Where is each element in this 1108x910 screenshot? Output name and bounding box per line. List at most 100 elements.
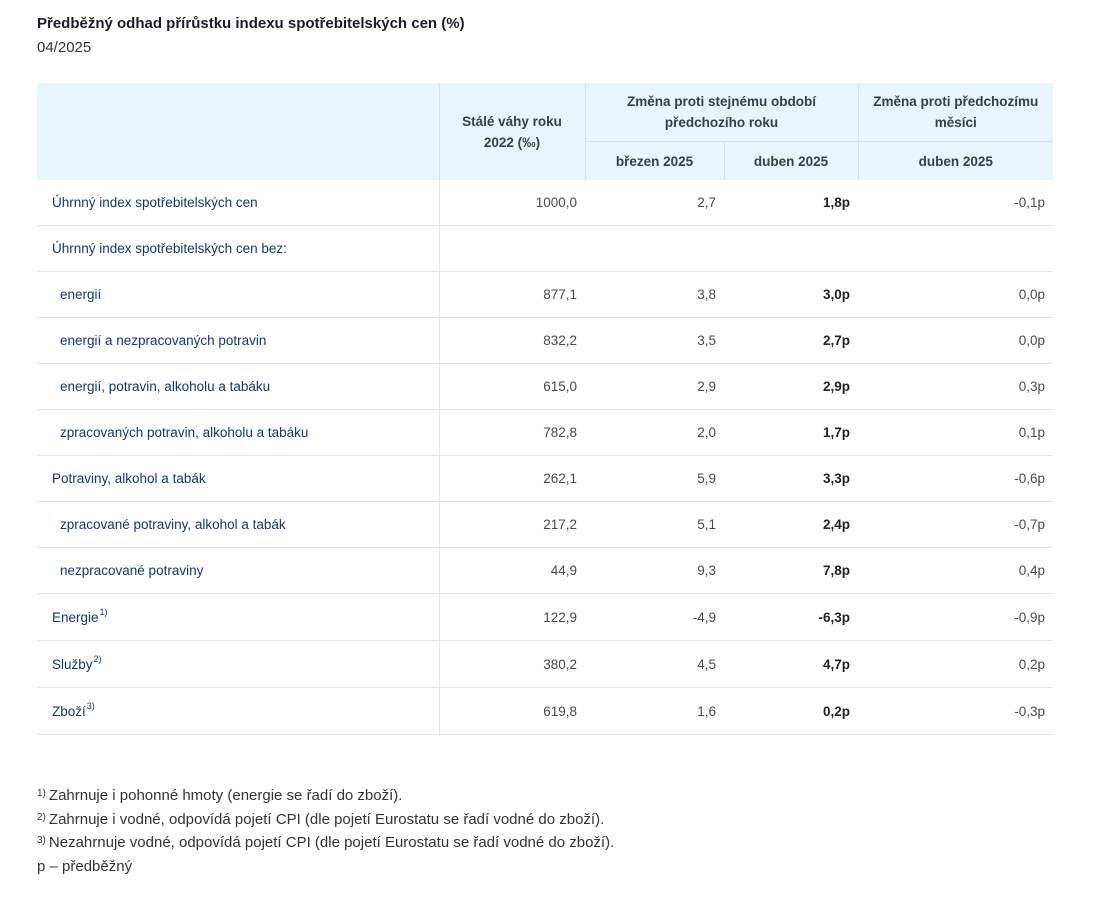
march-cell: 3,8 [585, 271, 724, 318]
row-label-text: zpracované potraviny, alkohol a tabák [60, 517, 286, 532]
page-subtitle: 04/2025 [37, 39, 92, 56]
row-label: energií a nezpracovaných potravin [37, 317, 439, 364]
row-label-text: Úhrnný index spotřebitelských cen bez: [52, 241, 287, 256]
page-title: Předběžný odhad přírůstku indexu spotřeb… [37, 15, 465, 32]
header-march: březen 2025 [584, 141, 724, 180]
row-label: zpracovaných potravin, alkoholu a tabáku [37, 409, 439, 456]
footnote-marker: 2) [93, 653, 102, 664]
march-cell: -4,9 [585, 593, 724, 641]
april-cell: -6,3p [724, 593, 859, 641]
table-row: energií 877,1 3,8 3,0p 0,0p [37, 271, 1054, 318]
mom-cell: 0,1p [858, 409, 1054, 456]
footnote: 2) Zahrnuje i vodné, odpovídá pojetí CPI … [37, 808, 614, 832]
mom-cell: -0,3p [858, 687, 1054, 735]
mom-cell: -0,6p [858, 455, 1054, 502]
weight-cell: 619,8 [438, 687, 585, 735]
april-cell: 2,7p [724, 317, 859, 364]
row-label-text: Energie [52, 609, 99, 625]
cpi-table: Stálé váhy roku 2022 (‰) Změna proti ste… [37, 83, 1054, 735]
weight-cell: 615,0 [438, 363, 585, 410]
march-cell: 4,5 [585, 640, 724, 688]
table-row: energií a nezpracovaných potravin 832,2 3,… [37, 317, 1054, 364]
header-weights: Stálé váhy roku 2022 (‰) [438, 83, 585, 180]
march-cell [585, 225, 724, 272]
weight-cell: 782,8 [438, 409, 585, 456]
weight-cell: 877,1 [438, 271, 585, 318]
header-mom-group: Změna proti předchozímu měsíci [857, 83, 1054, 142]
table-row: Úhrnný index spotřebitelských cen 1000,0 2… [37, 180, 1054, 226]
table-row: energií, potravin, alkoholu a tabáku 615,… [37, 363, 1054, 410]
row-label-text: energií [60, 287, 102, 302]
row-label-text: nezpracované potraviny [60, 563, 204, 578]
march-cell: 3,5 [585, 317, 724, 364]
footnotes: 1) Zahrnuje i pohonné hmoty (energie se ř… [37, 784, 614, 878]
april-cell: 2,4p [724, 501, 859, 548]
table-row: Služby2) 380,2 4,5 4,7p 0,2p [37, 640, 1054, 688]
march-cell: 9,3 [585, 547, 724, 594]
weight-cell: 44,9 [438, 547, 585, 594]
row-label: Potraviny, alkohol a tabák [37, 455, 439, 502]
row-label-text: energií, potravin, alkoholu a tabáku [60, 379, 271, 394]
april-cell: 2,9p [724, 363, 859, 410]
row-label: energií [37, 271, 439, 318]
footnote-mark: 1) [37, 788, 46, 799]
mom-cell: 0,0p [858, 271, 1054, 318]
row-label: energií, potravin, alkoholu a tabáku [37, 363, 439, 410]
april-cell: 3,3p [724, 455, 859, 502]
table-row: nezpracované potraviny 44,9 9,3 7,8p 0,4p [37, 547, 1054, 594]
mom-cell: -0,9p [858, 593, 1054, 641]
april-cell [724, 225, 859, 272]
footnote-mark: 2) [37, 811, 46, 823]
row-label-text: Zboží [52, 703, 86, 719]
table-row: Potraviny, alkohol a tabák 262,1 5,9 3,3p -0… [37, 455, 1054, 502]
row-label: Energie1) [37, 593, 439, 641]
april-cell: 1,7p [724, 409, 859, 456]
footnote-text: Zahrnuje i vodné, odpovídá pojetí CPI (d… [48, 810, 605, 828]
table-row: Energie1) 122,9 -4,9 -6,3p -0,9p [37, 593, 1054, 641]
april-cell: 4,7p [724, 640, 859, 688]
footnote: 3) Nezahrnuje vodné, odpovídá pojetí CPI … [37, 831, 614, 855]
mom-cell: -0,7p [858, 501, 1054, 548]
row-label: Úhrnný index spotřebitelských cen [37, 180, 439, 226]
row-label-text: Potraviny, alkohol a tabák [52, 471, 206, 486]
april-cell: 7,8p [724, 547, 859, 594]
march-cell: 2,0 [585, 409, 724, 456]
row-label: Úhrnný index spotřebitelských cen bez: [37, 225, 439, 272]
row-label: zpracované potraviny, alkohol a tabák [37, 501, 439, 548]
row-label-text: Úhrnný index spotřebitelských cen [52, 195, 258, 210]
footnote-text: Zahrnuje i pohonné hmoty (energie se řad… [48, 787, 403, 804]
weight-cell: 122,9 [438, 593, 585, 641]
row-label: Služby2) [37, 640, 439, 688]
table-row: Úhrnný index spotřebitelských cen bez: [37, 225, 1054, 272]
mom-cell: 0,4p [858, 547, 1054, 594]
footnote-text: p – předběžný [37, 857, 133, 875]
row-label-text: energií a nezpracovaných potravin [60, 333, 267, 348]
weight-cell: 1000,0 [438, 180, 585, 226]
mom-cell [858, 225, 1054, 272]
table-row: Zboží3) 619,8 1,6 0,2p -0,3p [37, 687, 1054, 735]
footnote: p – předběžný [37, 855, 614, 879]
header-empty-cell [37, 83, 439, 180]
march-cell: 2,9 [585, 363, 724, 410]
weight-cell: 217,2 [438, 501, 585, 548]
mom-cell: 0,0p [858, 317, 1054, 364]
april-cell: 0,2p [724, 687, 859, 735]
header-april: duben 2025 [723, 141, 859, 180]
mom-cell: -0,1p [858, 180, 1054, 226]
header-yoy-group: Změna proti stejnému období předchozího … [584, 83, 859, 142]
april-cell: 3,0p [724, 271, 859, 318]
weight-cell: 262,1 [438, 455, 585, 502]
row-label-text: zpracovaných potravin, alkoholu a tabáku [60, 425, 309, 440]
mom-cell: 0,3p [858, 363, 1054, 410]
row-label-text: Služby [52, 656, 93, 672]
row-label: Zboží3) [37, 687, 439, 735]
march-cell: 5,1 [585, 501, 724, 548]
weight-cell: 832,2 [438, 317, 585, 364]
footnote-marker: 1) [99, 606, 108, 617]
march-cell: 1,6 [585, 687, 724, 735]
table-row: zpracované potraviny, alkohol a tabák 217… [37, 501, 1054, 548]
april-cell: 1,8p [724, 180, 859, 226]
row-label: nezpracované potraviny [37, 547, 439, 594]
footnote-marker: 3) [86, 700, 95, 711]
footnote: 1) Zahrnuje i pohonné hmoty (energie se ř… [37, 784, 614, 808]
